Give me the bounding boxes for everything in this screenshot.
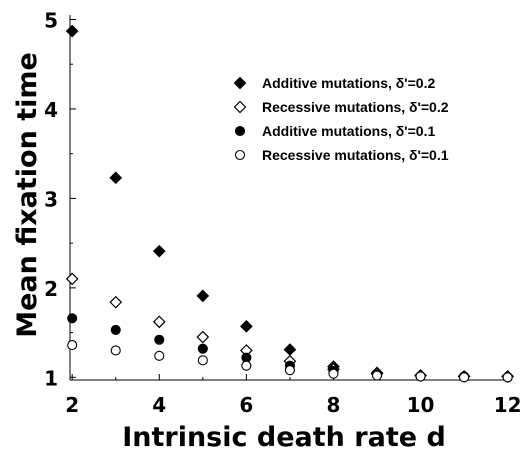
data-point [197,343,208,354]
data-point [152,315,166,329]
data-point [152,244,166,258]
x-tick-label: 2 [65,393,79,417]
data-point [459,372,470,383]
x-tick-label: 12 [494,393,522,417]
legend-label: Recessive mutations, δ'=0.1 [262,147,449,163]
data-point [154,350,165,361]
data-point [67,340,78,351]
x-axis-label: Intrinsic death rate d [122,422,446,453]
data-point [328,368,339,379]
data-point [241,360,252,371]
data-points [65,24,514,383]
legend-marker [234,149,246,161]
legend-label: Additive mutations, δ'=0.1 [262,123,435,139]
data-point [154,334,165,345]
y-tick-label: 1 [44,366,58,390]
data-point [67,313,78,324]
x-tick-label: 4 [152,393,166,417]
y-tick-label: 5 [44,8,58,32]
data-point [284,365,295,376]
legend: Additive mutations, δ'=0.2 Recessive muta… [233,75,449,163]
legend-marker [233,100,247,114]
data-point [415,371,426,382]
data-point [196,330,210,344]
data-point [240,319,253,333]
y-tick-label: 3 [44,187,58,211]
x-tick-label: 10 [407,393,435,417]
legend-label: Additive mutations, δ'=0.2 [262,75,435,91]
legend-marker [234,125,246,137]
data-point [283,343,297,356]
data-point [109,295,123,309]
data-point [110,345,121,356]
axes [69,15,512,381]
legend-marker [233,76,247,90]
y-tick-label: 4 [44,98,58,122]
data-point [197,355,208,366]
legend-label: Recessive mutations, δ'=0.2 [262,99,449,115]
data-point [502,372,513,383]
data-point [110,324,121,335]
data-point [196,289,210,303]
data-point [65,272,79,286]
x-tick-label: 8 [326,393,340,417]
data-point [109,171,123,185]
x-tick-label: 6 [239,393,253,417]
y-tick-label: 2 [44,277,58,301]
data-point [65,24,79,38]
data-point [371,370,383,381]
y-axis-label: Mean fixation time [12,52,43,338]
